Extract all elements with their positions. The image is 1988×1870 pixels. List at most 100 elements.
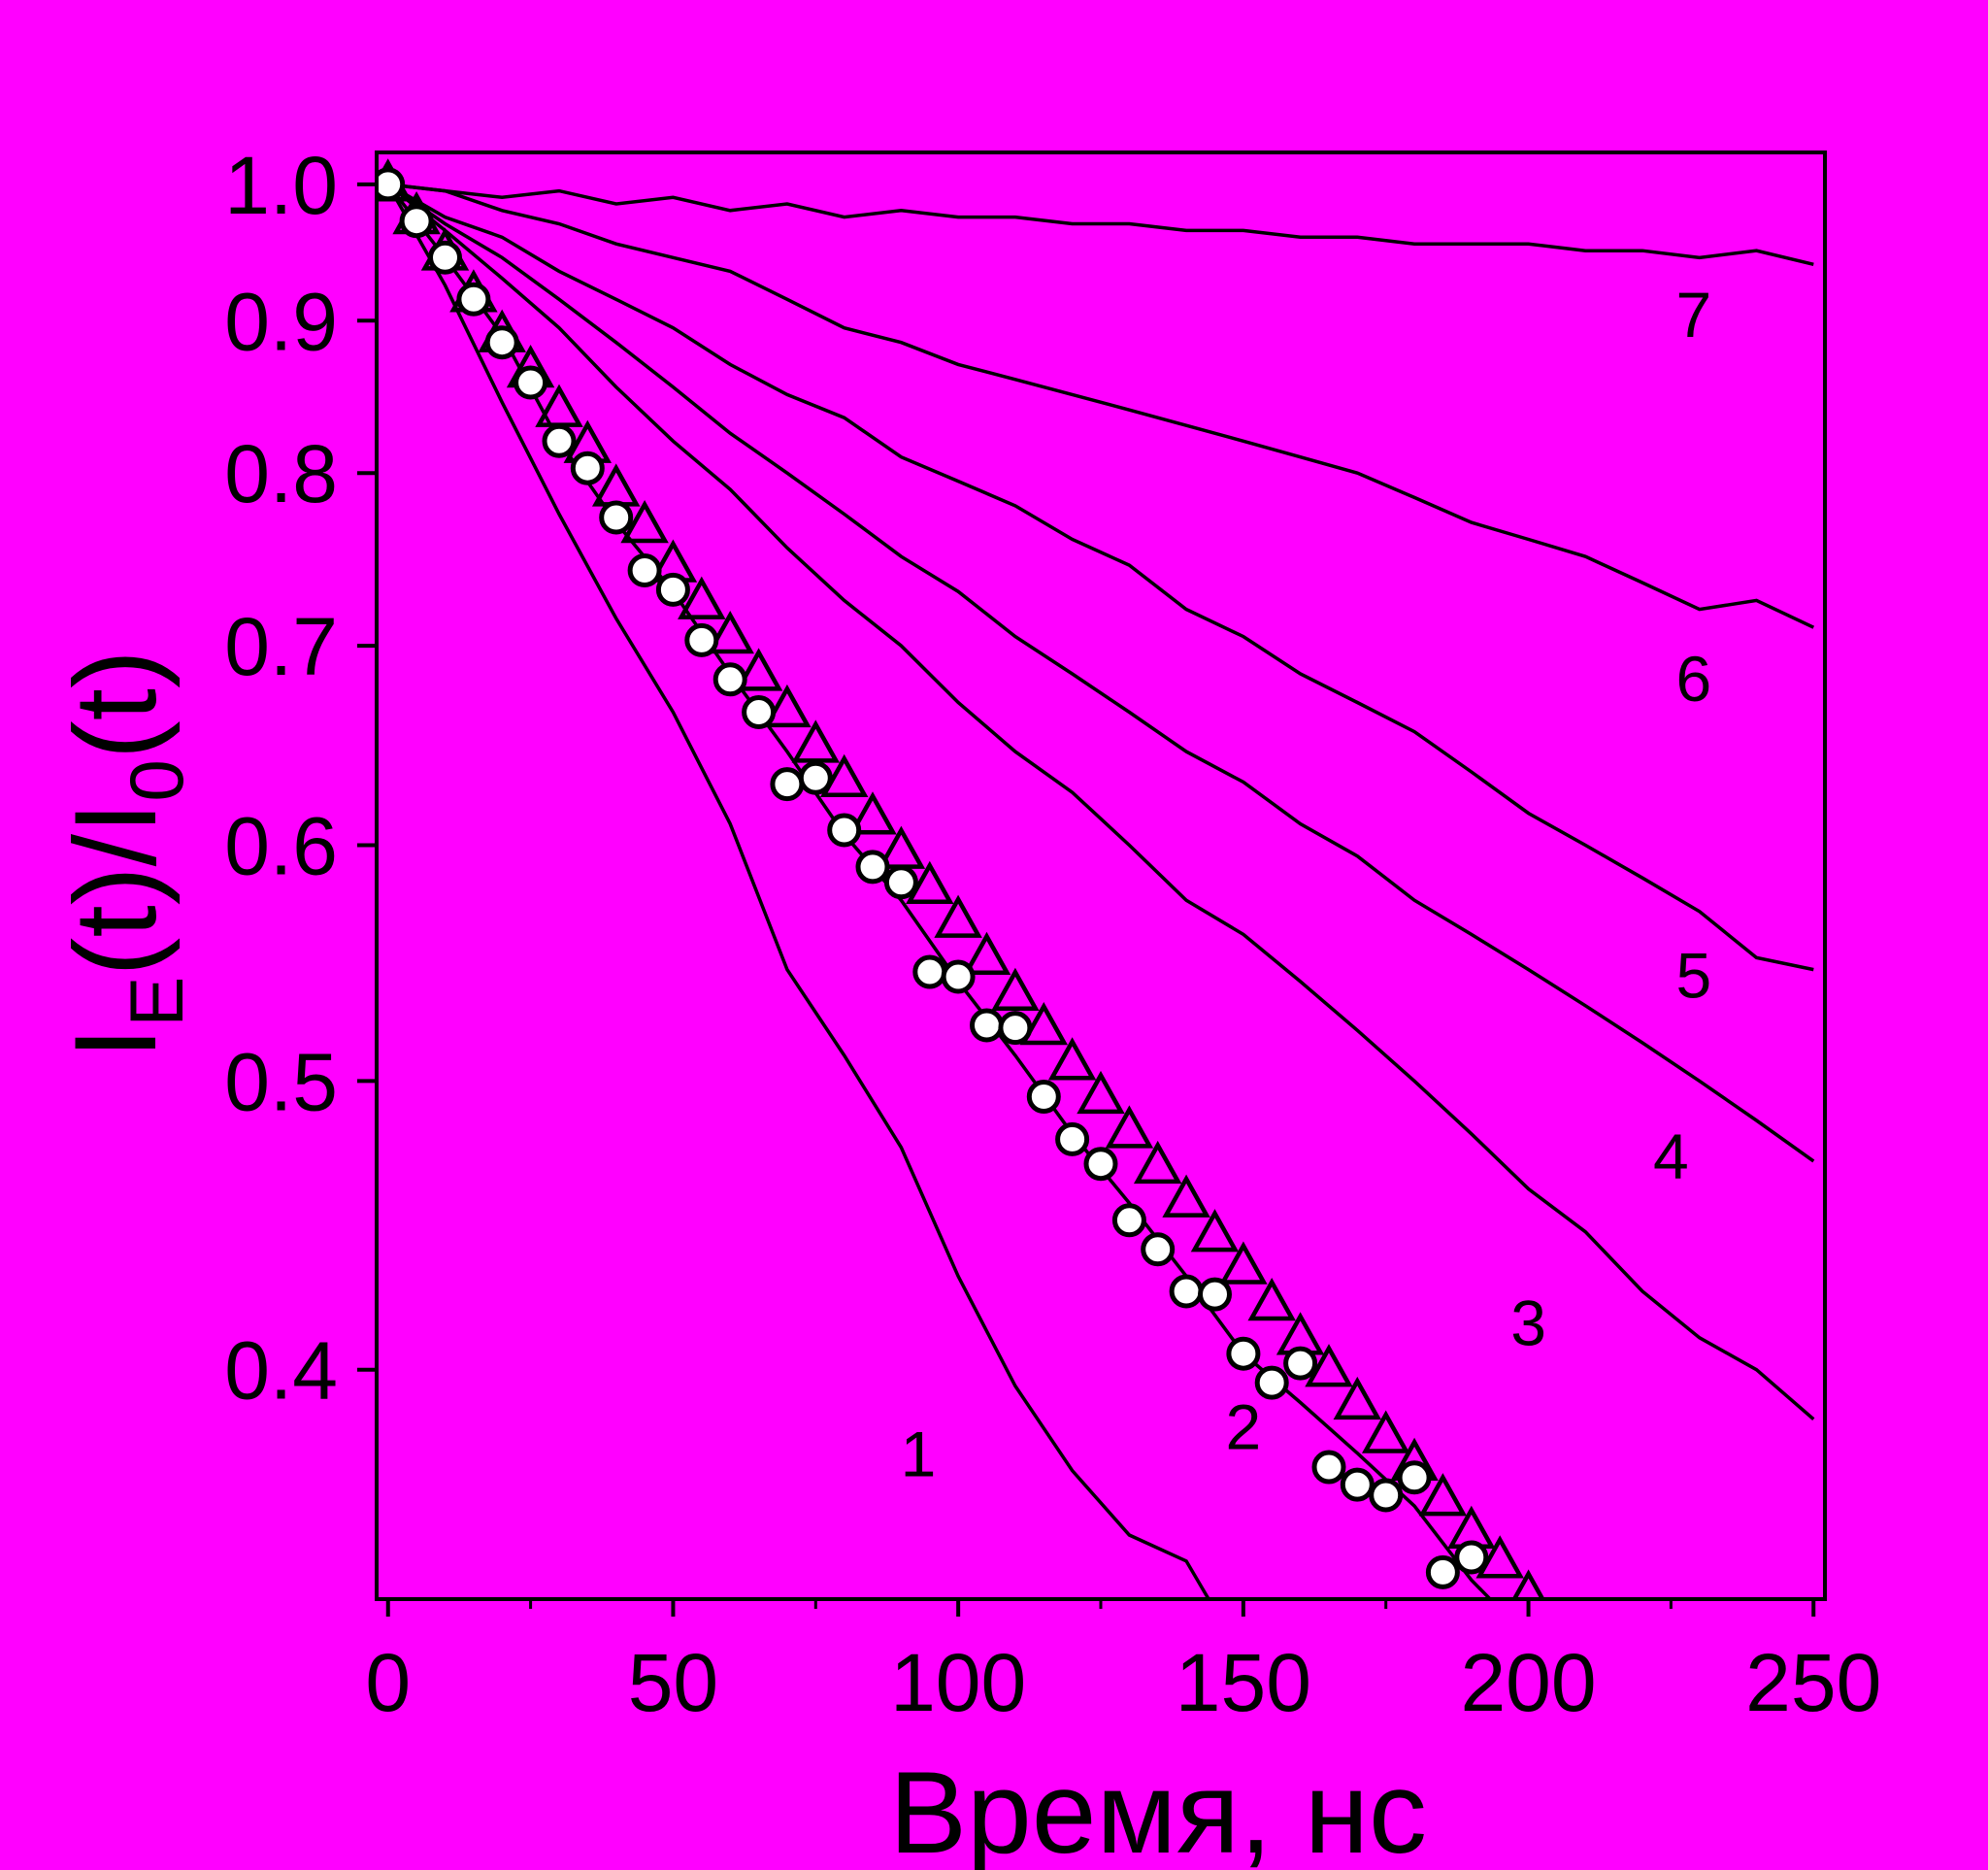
triangle-marker bbox=[848, 791, 897, 835]
circle-marker bbox=[970, 1008, 1004, 1043]
x-tick-label: 0 bbox=[365, 1637, 411, 1728]
circle-marker bbox=[570, 451, 605, 485]
triangle-marker bbox=[962, 931, 1011, 976]
circle-marker bbox=[1254, 1365, 1289, 1400]
x-tick-label: 150 bbox=[1176, 1637, 1311, 1728]
curve-labels: 1 2 3 4 5 6 7 bbox=[901, 279, 1712, 1490]
circle-marker bbox=[1454, 1540, 1489, 1575]
circle-marker bbox=[1311, 1450, 1346, 1485]
svg-text:IE(t)/I0(t): IE(t)/I0(t) bbox=[50, 650, 199, 1059]
triangle-marker bbox=[706, 610, 754, 654]
circle-marker bbox=[1169, 1274, 1204, 1309]
curve-label-1: 1 bbox=[901, 1419, 937, 1490]
x-tick-label: 100 bbox=[890, 1637, 1026, 1728]
circle-marker bbox=[1425, 1554, 1460, 1589]
circle-marker bbox=[399, 204, 434, 239]
curve-label-7: 7 bbox=[1676, 279, 1712, 351]
circle-marker bbox=[655, 572, 690, 607]
triangle-marker bbox=[1475, 1535, 1524, 1579]
curve-1-line bbox=[386, 184, 1211, 1599]
circle-marker bbox=[1226, 1336, 1261, 1371]
triangle-marker bbox=[763, 684, 812, 728]
x-tick-label: 50 bbox=[628, 1637, 718, 1728]
y-tick-label: 0.7 bbox=[224, 601, 338, 692]
circle-marker bbox=[855, 850, 890, 885]
triangle-marker bbox=[1361, 1410, 1410, 1453]
curve-label-2: 2 bbox=[1225, 1391, 1261, 1463]
triangle-marker bbox=[1247, 1277, 1296, 1321]
circle-marker bbox=[941, 959, 976, 994]
curve-5-line bbox=[386, 183, 1814, 972]
curve-4-line bbox=[386, 183, 1815, 1163]
circle-marker bbox=[827, 813, 862, 848]
curve-label-4: 4 bbox=[1653, 1120, 1689, 1192]
y-tick-label: 0.5 bbox=[224, 1036, 338, 1127]
y-axis-title: IE(t)/I0(t) bbox=[50, 650, 199, 1059]
curve-3-line bbox=[386, 183, 1815, 1421]
y-tick-label: 1.0 bbox=[224, 140, 338, 231]
x-axis-title: Время, нс bbox=[889, 1748, 1427, 1870]
y-title-sub-0: 0 bbox=[114, 759, 199, 801]
y-tick-label: 0.4 bbox=[224, 1325, 338, 1417]
triangle-marker bbox=[1047, 1037, 1097, 1081]
y-title-end: (t) bbox=[50, 650, 181, 759]
triangle-marker bbox=[791, 719, 841, 763]
triangle-marker bbox=[734, 648, 783, 691]
x-tick-label: 250 bbox=[1745, 1637, 1881, 1728]
triangle-marker bbox=[819, 753, 869, 798]
triangle-marker bbox=[906, 860, 954, 905]
circle-marker bbox=[712, 662, 747, 697]
curve-label-6: 6 bbox=[1676, 643, 1712, 715]
circle-marker bbox=[428, 240, 462, 275]
triangle-marker bbox=[1133, 1140, 1182, 1185]
circle-marker bbox=[1340, 1467, 1375, 1502]
circle-marker bbox=[1198, 1277, 1232, 1312]
y-tick-label: 0.8 bbox=[224, 428, 338, 519]
circle-marker bbox=[1111, 1203, 1146, 1238]
triangle-marker bbox=[991, 967, 1040, 1011]
triangle-marker bbox=[1305, 1344, 1353, 1387]
y-title-main: I bbox=[50, 1027, 181, 1059]
triangle-marker bbox=[1333, 1376, 1382, 1420]
circle-marker bbox=[514, 365, 548, 400]
circle-marker bbox=[684, 622, 719, 657]
y-tick-label: 0.9 bbox=[224, 276, 338, 367]
x-tick-label: 200 bbox=[1460, 1637, 1596, 1728]
circle-marker bbox=[798, 760, 833, 795]
circle-marker bbox=[998, 1011, 1033, 1046]
circle-marker bbox=[377, 167, 406, 202]
plot-content bbox=[377, 158, 1815, 1599]
circle-marker bbox=[1083, 1147, 1118, 1182]
triangle-marker bbox=[1511, 1569, 1545, 1599]
triangle-marker bbox=[1077, 1070, 1125, 1115]
circle-marker bbox=[599, 500, 634, 535]
circle-marker bbox=[1055, 1121, 1090, 1156]
circle-marker bbox=[627, 553, 662, 587]
y-axis: 0.4 0.5 0.6 0.7 0.8 0.9 1.0 bbox=[224, 140, 377, 1417]
circle-marker bbox=[484, 325, 519, 360]
triangle-marker bbox=[1162, 1174, 1210, 1218]
circle-marker bbox=[1369, 1478, 1404, 1513]
triangle-marker bbox=[1418, 1473, 1468, 1517]
triangle-marker bbox=[1019, 1001, 1069, 1046]
circle-marker bbox=[770, 767, 805, 802]
y-title-sub-e: E bbox=[114, 977, 199, 1027]
curve-6-line bbox=[387, 183, 1815, 629]
triangle-marker bbox=[620, 499, 669, 544]
circle-marker bbox=[1283, 1346, 1318, 1381]
triangle-marker bbox=[678, 576, 726, 619]
y-tick-label: 0.6 bbox=[224, 801, 338, 892]
x-axis: 0 50 100 150 200 250 bbox=[365, 1599, 1881, 1728]
curve-7-line bbox=[387, 183, 1814, 267]
circle-marker bbox=[742, 695, 777, 729]
circle-marker bbox=[1397, 1460, 1432, 1495]
circle-marker bbox=[456, 282, 491, 317]
triangle-marker bbox=[1219, 1241, 1268, 1285]
triangle-marker bbox=[934, 894, 982, 938]
circle-marker bbox=[883, 865, 918, 900]
y-title-mid: (t)/I bbox=[50, 802, 181, 977]
curve-label-5: 5 bbox=[1676, 939, 1712, 1011]
circle-marker bbox=[1026, 1080, 1061, 1114]
